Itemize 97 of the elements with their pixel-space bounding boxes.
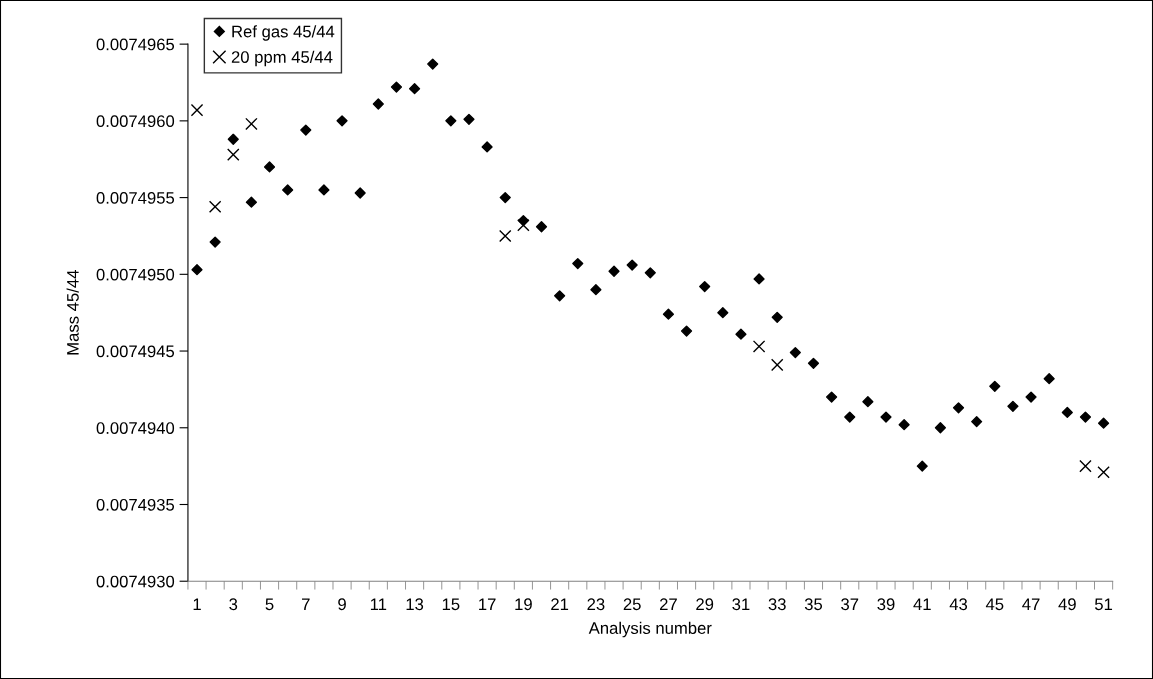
x-tick-label: 31 [732, 598, 750, 611]
y-tick-label: 0.0074935 [96, 498, 175, 511]
y-tick-label: 0.0074965 [96, 38, 175, 51]
x-tick-label: 37 [841, 598, 859, 611]
point [771, 311, 783, 323]
point [1025, 391, 1037, 403]
legend-label: 20 ppm 45/44 [231, 50, 333, 67]
point [336, 115, 348, 127]
y-tick-label: 0.0074960 [96, 115, 175, 128]
point [662, 308, 675, 320]
point [209, 236, 221, 248]
point [354, 187, 366, 199]
x-tick-label: 21 [551, 598, 569, 610]
point [390, 81, 403, 93]
point [626, 259, 638, 271]
point [989, 380, 1001, 392]
point [191, 264, 203, 276]
x-tick-label: 39 [877, 598, 895, 611]
point [898, 419, 910, 431]
point [499, 191, 511, 204]
point [554, 290, 566, 302]
point [408, 83, 421, 95]
point [934, 422, 947, 434]
x-tick-label: 19 [515, 598, 532, 611]
point [517, 218, 530, 232]
x-tick-label: 11 [370, 598, 387, 610]
point [844, 411, 856, 423]
point [572, 257, 584, 270]
point [770, 358, 784, 372]
point [735, 328, 747, 340]
x-tick-label: 5 [265, 598, 274, 611]
point [789, 346, 801, 359]
point [680, 325, 693, 337]
x-tick-label: 49 [1058, 598, 1076, 611]
x-tick-label: 7 [302, 598, 310, 610]
point [952, 402, 965, 414]
point [208, 200, 222, 214]
x-tick-label: 13 [406, 598, 424, 611]
x-tick-label: 35 [804, 598, 823, 611]
x-axis-title: Analysis number [588, 621, 712, 638]
point [318, 184, 330, 196]
point [245, 196, 258, 208]
point [1097, 417, 1110, 429]
point [300, 124, 312, 136]
point [1043, 373, 1055, 385]
point [445, 115, 457, 127]
x-tick-label: 27 [659, 598, 677, 610]
point [752, 340, 766, 353]
y-tick-label: 0.0074955 [96, 191, 175, 204]
y-tick-label: 0.0074940 [96, 422, 175, 434]
x-tick-label: 29 [696, 598, 714, 611]
y-tick-label: 0.0074945 [96, 345, 175, 358]
x-tick-label: 9 [338, 598, 346, 611]
point [916, 460, 928, 472]
x-tick-label: 33 [768, 598, 786, 611]
point [463, 113, 475, 125]
point [227, 133, 239, 145]
legend-label: Ref gas 45/44 [232, 25, 335, 41]
point [427, 58, 439, 70]
y-axis-title: Mass 45/44 [66, 270, 79, 355]
point [644, 267, 656, 279]
point [1007, 400, 1019, 412]
x-tick-label: 1 [193, 598, 201, 610]
x-tick-label: 47 [1022, 598, 1040, 610]
x-tick-label: 43 [949, 598, 968, 611]
x-tick-label: 23 [587, 598, 605, 611]
point [498, 229, 512, 243]
point [699, 280, 711, 293]
x-tick-label: 45 [985, 598, 1004, 611]
point [1097, 466, 1110, 479]
point [807, 357, 820, 369]
y-tick-label: 0.0074950 [96, 268, 175, 281]
x-tick-label: 15 [442, 598, 460, 611]
point [535, 221, 548, 233]
point [245, 117, 258, 131]
point [1079, 459, 1092, 473]
x-tick-label: 25 [623, 598, 641, 611]
x-tick-label: 41 [913, 598, 931, 610]
point [971, 416, 983, 428]
point [263, 161, 276, 173]
point [590, 284, 602, 296]
point [372, 98, 384, 110]
point [753, 273, 765, 285]
point [481, 141, 493, 153]
point [282, 184, 294, 196]
point [1079, 411, 1092, 423]
point [717, 307, 729, 319]
point [1061, 406, 1073, 419]
x-tick-label: 3 [229, 598, 238, 611]
point [190, 103, 204, 117]
point [608, 265, 620, 277]
point [826, 391, 838, 403]
x-tick-label: 51 [1094, 598, 1113, 611]
point [862, 396, 874, 408]
y-tick-label: 0.0074930 [96, 575, 175, 588]
point [227, 148, 240, 161]
x-tick-label: 17 [479, 598, 496, 610]
